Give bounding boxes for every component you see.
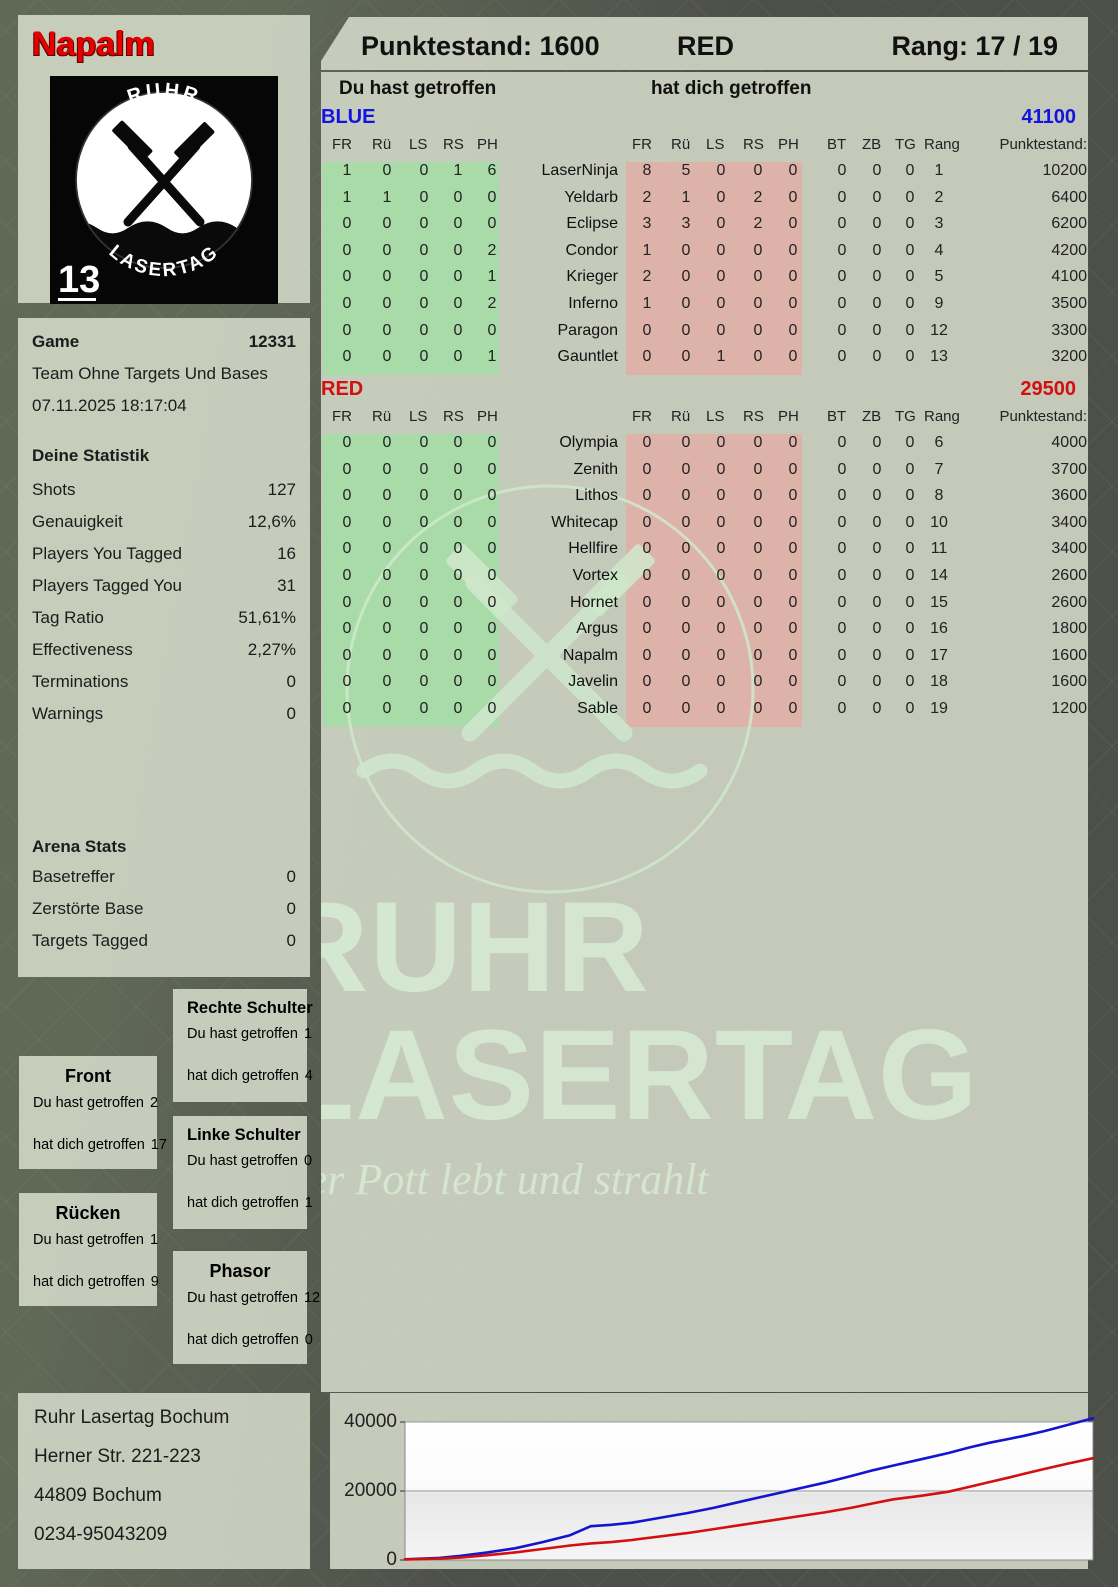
svg-text:20000: 20000: [344, 1480, 397, 1501]
svg-text:13: 13: [58, 259, 100, 301]
svg-text:40000: 40000: [344, 1411, 397, 1432]
svg-text:0: 0: [386, 1549, 397, 1570]
